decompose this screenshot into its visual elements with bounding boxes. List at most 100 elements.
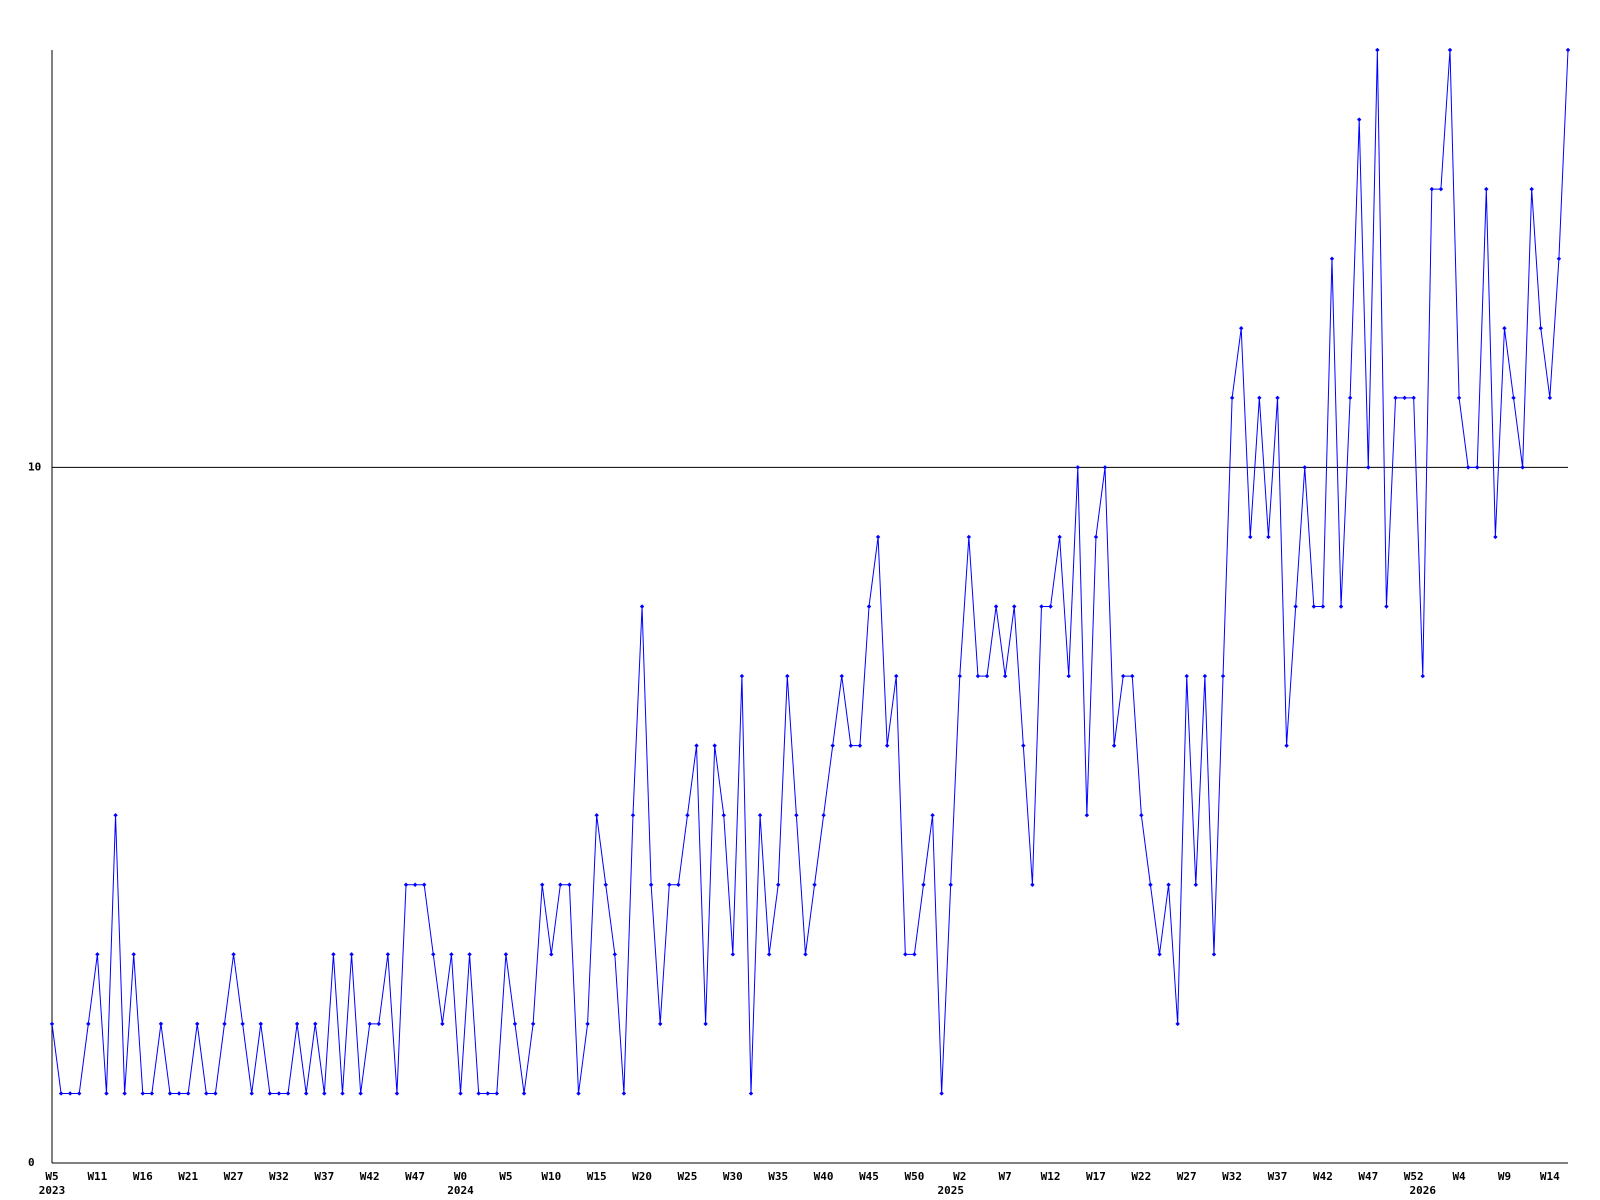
line [51,49,1569,1094]
point-marker [794,812,799,818]
point-marker [458,1091,463,1096]
point-marker [821,812,826,818]
x-tick-label: W50 [904,1170,924,1183]
point-marker [939,1091,944,1096]
point-marker [984,673,990,679]
point-marker [903,952,908,957]
point-marker [993,604,999,609]
point-marker [322,1091,327,1096]
point-marker [921,882,926,887]
x-tick-label: W17 [1086,1170,1106,1183]
point-marker [185,1091,191,1096]
point-marker [1066,673,1071,679]
point-marker [1402,395,1407,401]
point-marker [585,1021,590,1027]
point-marker [376,1021,382,1027]
point-marker [1057,534,1062,540]
x-tick-label: W2 [953,1170,966,1183]
point-marker [712,743,717,748]
point-marker [1093,534,1099,540]
point-marker [294,1021,300,1027]
point-marker [440,1021,445,1027]
point-marker [594,812,599,818]
point-marker [1302,465,1307,470]
x-tick-label: W10 [541,1170,561,1183]
point-marker [204,1091,209,1096]
x-tick-label: W4 [1452,1170,1466,1183]
point-marker [276,1091,282,1096]
x-tick-label: W27 [224,1170,244,1183]
point-marker [267,1091,273,1096]
x-tick-label: W30 [723,1170,743,1183]
point-marker [240,1021,245,1027]
point-marker [1329,256,1335,261]
point-marker [1438,186,1444,192]
point-marker [49,1021,55,1027]
x-year-label: 2023 [39,1184,66,1197]
point-marker [830,743,835,748]
point-marker [1502,326,1507,331]
point-marker [494,1091,500,1096]
point-marker [1393,395,1398,401]
point-marker [748,1091,754,1096]
point-marker [195,1021,200,1027]
x-tick-label: W32 [269,1170,289,1183]
point-marker [385,952,391,957]
point-marker [113,812,118,818]
point-marker [866,604,872,609]
point-marker [703,1021,708,1027]
point-marker [567,882,572,887]
point-marker [476,1091,481,1096]
point-marker [412,882,418,887]
point-marker [1012,604,1017,609]
point-marker [77,1091,82,1096]
point-marker [449,952,454,957]
x-tick-label: W27 [1177,1170,1197,1183]
point-marker [1102,465,1108,470]
point-marker [167,1091,173,1096]
point-marker [1493,534,1498,540]
point-marker [1556,256,1562,261]
point-marker [603,882,608,887]
point-marker [558,882,563,887]
point-marker [1420,673,1425,679]
point-marker [612,952,618,957]
point-marker [1166,882,1171,887]
point-marker [213,1091,218,1096]
point-marker [812,882,817,887]
point-marker [639,604,645,609]
x-year-label: 2026 [1410,1184,1437,1197]
x-tick-label: W25 [678,1170,698,1183]
point-marker [1456,395,1462,401]
point-marker [503,952,509,957]
point-marker [1048,604,1053,609]
point-marker [1411,395,1416,401]
point-marker [176,1091,182,1096]
point-marker [739,673,745,679]
point-marker [1139,812,1144,818]
point-marker [1375,47,1380,53]
point-marker [1429,186,1435,192]
point-marker [1148,882,1153,887]
point-marker [303,1091,309,1096]
point-marker [1338,604,1344,609]
point-marker [912,952,917,957]
point-marker [67,1091,73,1096]
point-marker [1257,395,1262,401]
x-tick-label: W32 [1222,1170,1242,1183]
point-marker [948,882,953,887]
point-marker [1021,743,1026,748]
point-marker [1275,395,1280,401]
point-marker [431,952,436,957]
point-marker [1357,117,1362,122]
point-marker [785,673,790,679]
point-marker [1565,47,1571,53]
point-marker [104,1091,109,1096]
point-marker [1075,465,1080,470]
point-marker [403,882,409,887]
point-marker [58,1091,64,1096]
x-tick-label: W40 [814,1170,834,1183]
point-marker [331,952,336,957]
point-marker [340,1091,345,1096]
